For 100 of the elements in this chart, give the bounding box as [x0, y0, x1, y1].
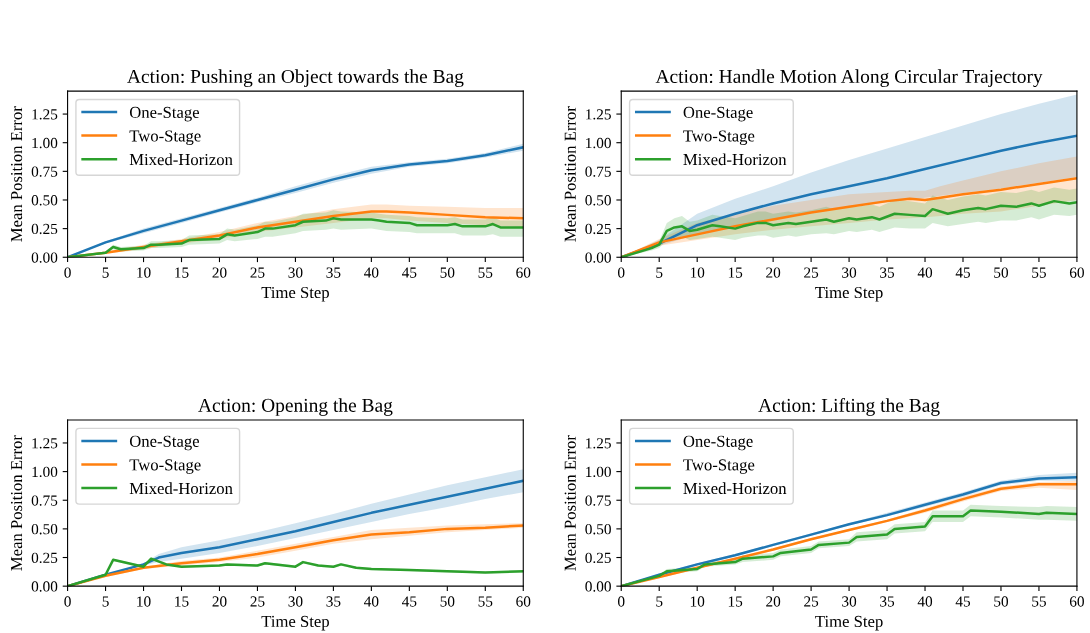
x-tick-label: 20 [766, 596, 781, 607]
x-tick-label: 60 [516, 267, 531, 278]
x-axis-title: Time Step [261, 615, 329, 631]
y-tick-label: 0.75 [31, 495, 58, 506]
x-tick-label: 50 [994, 596, 1009, 607]
x-tick-label: 20 [212, 267, 227, 278]
x-tick-label: 60 [1069, 596, 1084, 607]
x-tick-label: 50 [440, 596, 455, 607]
x-tick-label: 25 [250, 596, 265, 607]
x-tick-label: 5 [102, 267, 109, 278]
x-tick-label: 15 [175, 267, 189, 278]
x-tick-label: 55 [478, 267, 493, 278]
x-tick-label: 5 [656, 596, 663, 607]
x-tick-label: 10 [137, 596, 151, 607]
x-axis-title: Time Step [261, 286, 329, 302]
y-tick-label: 0.50 [31, 524, 58, 535]
x-tick-label: 35 [880, 596, 895, 607]
y-tick-label: 1.25 [586, 109, 611, 120]
x-tick-label: 25 [250, 267, 265, 278]
y-tick-label: 0.00 [585, 252, 611, 263]
x-tick-label: 0 [618, 596, 625, 607]
x-tick-label: 35 [326, 596, 341, 607]
y-tick-label: 0.25 [31, 552, 58, 564]
y-tick-label: 0.75 [31, 166, 58, 177]
x-tick-label: 15 [175, 596, 189, 607]
x-tick-label: 40 [917, 267, 933, 278]
y-axis-title: Mean Position Error [564, 435, 576, 571]
y-tick-label: 1.25 [586, 438, 611, 449]
x-tick-label: 30 [288, 596, 303, 607]
x-tick-label: 25 [804, 267, 819, 278]
legend-label: One-Stage [683, 106, 753, 122]
x-tick-label: 10 [690, 596, 705, 607]
y-tick-label: 1.25 [32, 438, 58, 449]
legend-label: One-Stage [683, 435, 753, 451]
x-tick-label: 25 [804, 596, 819, 607]
x-tick-label: 0 [618, 267, 625, 278]
y-tick-label: 0.75 [585, 166, 611, 177]
x-tick-label: 35 [880, 267, 895, 278]
x-tick-label: 10 [690, 267, 705, 278]
y-tick-label: 0.00 [31, 252, 58, 263]
y-tick-label: 1.25 [32, 109, 58, 120]
y-tick-label: 1.00 [32, 137, 58, 149]
x-tick-label: 45 [402, 267, 417, 278]
x-tick-label: 15 [728, 267, 743, 278]
x-tick-label: 55 [1032, 267, 1046, 278]
y-tick-label: 0.00 [31, 581, 58, 592]
y-tick-label: 1.00 [586, 137, 611, 149]
x-tick-label: 20 [766, 267, 781, 278]
x-tick-label: 60 [516, 596, 531, 607]
legend-label: Mixed-Horizon [129, 153, 233, 166]
chart-title: Action: Lifting the Bag [758, 398, 940, 416]
y-axis-title: Mean Position Error [10, 435, 23, 571]
legend-label: Mixed-Horizon [683, 482, 787, 495]
legend-label: One-Stage [129, 435, 200, 451]
chart-title: Action: Opening the Bag [198, 398, 393, 416]
chart-title: Action: Pushing an Object towards the Bag [127, 69, 464, 88]
legend-label: Mixed-Horizon [129, 482, 233, 495]
x-tick-label: 45 [402, 596, 417, 607]
legend-label: Two-Stage [683, 459, 755, 474]
x-tick-label: 0 [64, 267, 71, 278]
legend-label: Two-Stage [129, 130, 201, 146]
x-tick-label: 40 [364, 267, 379, 278]
x-tick-label: 15 [728, 596, 743, 607]
y-axis-title: Mean Position Error [564, 106, 576, 242]
legend-label: One-Stage [129, 106, 200, 122]
y-tick-label: 1.00 [586, 466, 611, 478]
y-tick-label: 0.75 [585, 495, 611, 506]
y-tick-label: 1.00 [32, 466, 58, 478]
x-tick-label: 0 [64, 596, 71, 607]
y-tick-label: 0.25 [585, 223, 611, 235]
x-tick-label: 60 [1069, 267, 1084, 278]
y-tick-label: 0.50 [585, 195, 611, 206]
chart-title: Action: Handle Motion Along Circular Trajectory [655, 69, 1043, 88]
legend-label: Two-Stage [683, 130, 755, 146]
x-tick-label: 45 [955, 596, 971, 607]
x-tick-label: 35 [326, 267, 341, 278]
x-tick-label: 40 [917, 596, 933, 607]
x-tick-label: 30 [288, 267, 303, 278]
x-tick-label: 45 [955, 267, 971, 278]
x-axis-title: Time Step [815, 615, 883, 631]
x-tick-label: 20 [212, 596, 227, 607]
y-tick-label: 0.00 [585, 581, 611, 592]
x-tick-label: 50 [440, 267, 455, 278]
x-tick-label: 5 [102, 596, 109, 607]
x-tick-label: 40 [364, 596, 379, 607]
y-tick-label: 0.25 [31, 223, 58, 235]
x-tick-label: 55 [1032, 596, 1046, 607]
y-tick-label: 0.50 [585, 524, 611, 535]
y-tick-label: 0.25 [585, 552, 611, 564]
y-axis-title: Mean Position Error [10, 106, 23, 242]
legend-label: Two-Stage [129, 459, 201, 474]
x-tick-label: 30 [842, 596, 857, 607]
x-axis-title: Time Step [815, 286, 883, 302]
legend-label: Mixed-Horizon [683, 153, 787, 166]
y-tick-label: 0.50 [31, 195, 58, 206]
x-tick-label: 55 [478, 596, 493, 607]
x-tick-label: 10 [137, 267, 151, 278]
x-tick-label: 50 [994, 267, 1009, 278]
x-tick-label: 30 [842, 267, 857, 278]
x-tick-label: 5 [656, 267, 663, 278]
